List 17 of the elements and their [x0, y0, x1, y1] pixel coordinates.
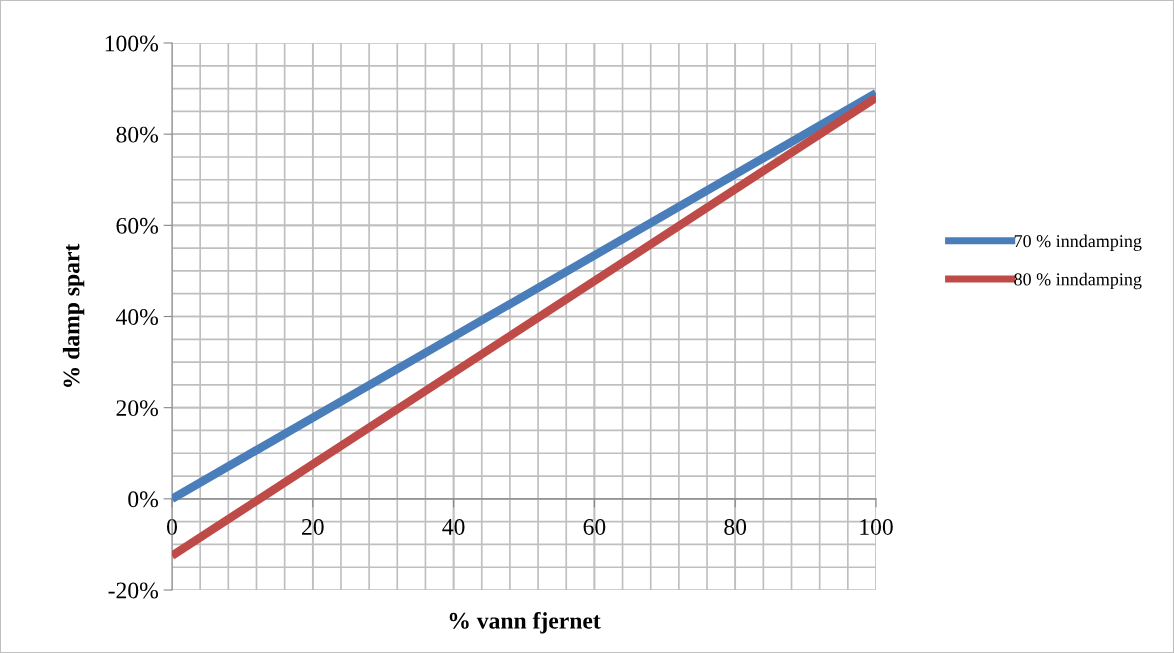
y-tick-label: 80% [116, 126, 158, 143]
y-tick-label: 40% [115, 308, 158, 325]
y-tick-label: 60% [116, 217, 158, 234]
legend-label: 70 % inndamping [1014, 234, 1142, 251]
x-tick-label: 80 [724, 518, 747, 535]
y-tick-label: 100% [105, 35, 158, 52]
y-tick-label: -20% [108, 582, 158, 599]
x-tick-label: 20 [302, 518, 324, 535]
x-axis-title: % vann fjernet [449, 611, 601, 634]
legend-label: 80 % inndamping [1014, 272, 1142, 290]
y-axis-title: % damp spart [62, 243, 85, 387]
y-tick-label: 20% [116, 400, 158, 417]
x-tick-label: 100 [860, 518, 893, 535]
x-tick-label: 0 [167, 518, 177, 535]
x-tick-label: 40 [442, 518, 465, 535]
x-tick-label: 60 [583, 518, 606, 535]
y-tick-label: 0% [128, 491, 158, 508]
